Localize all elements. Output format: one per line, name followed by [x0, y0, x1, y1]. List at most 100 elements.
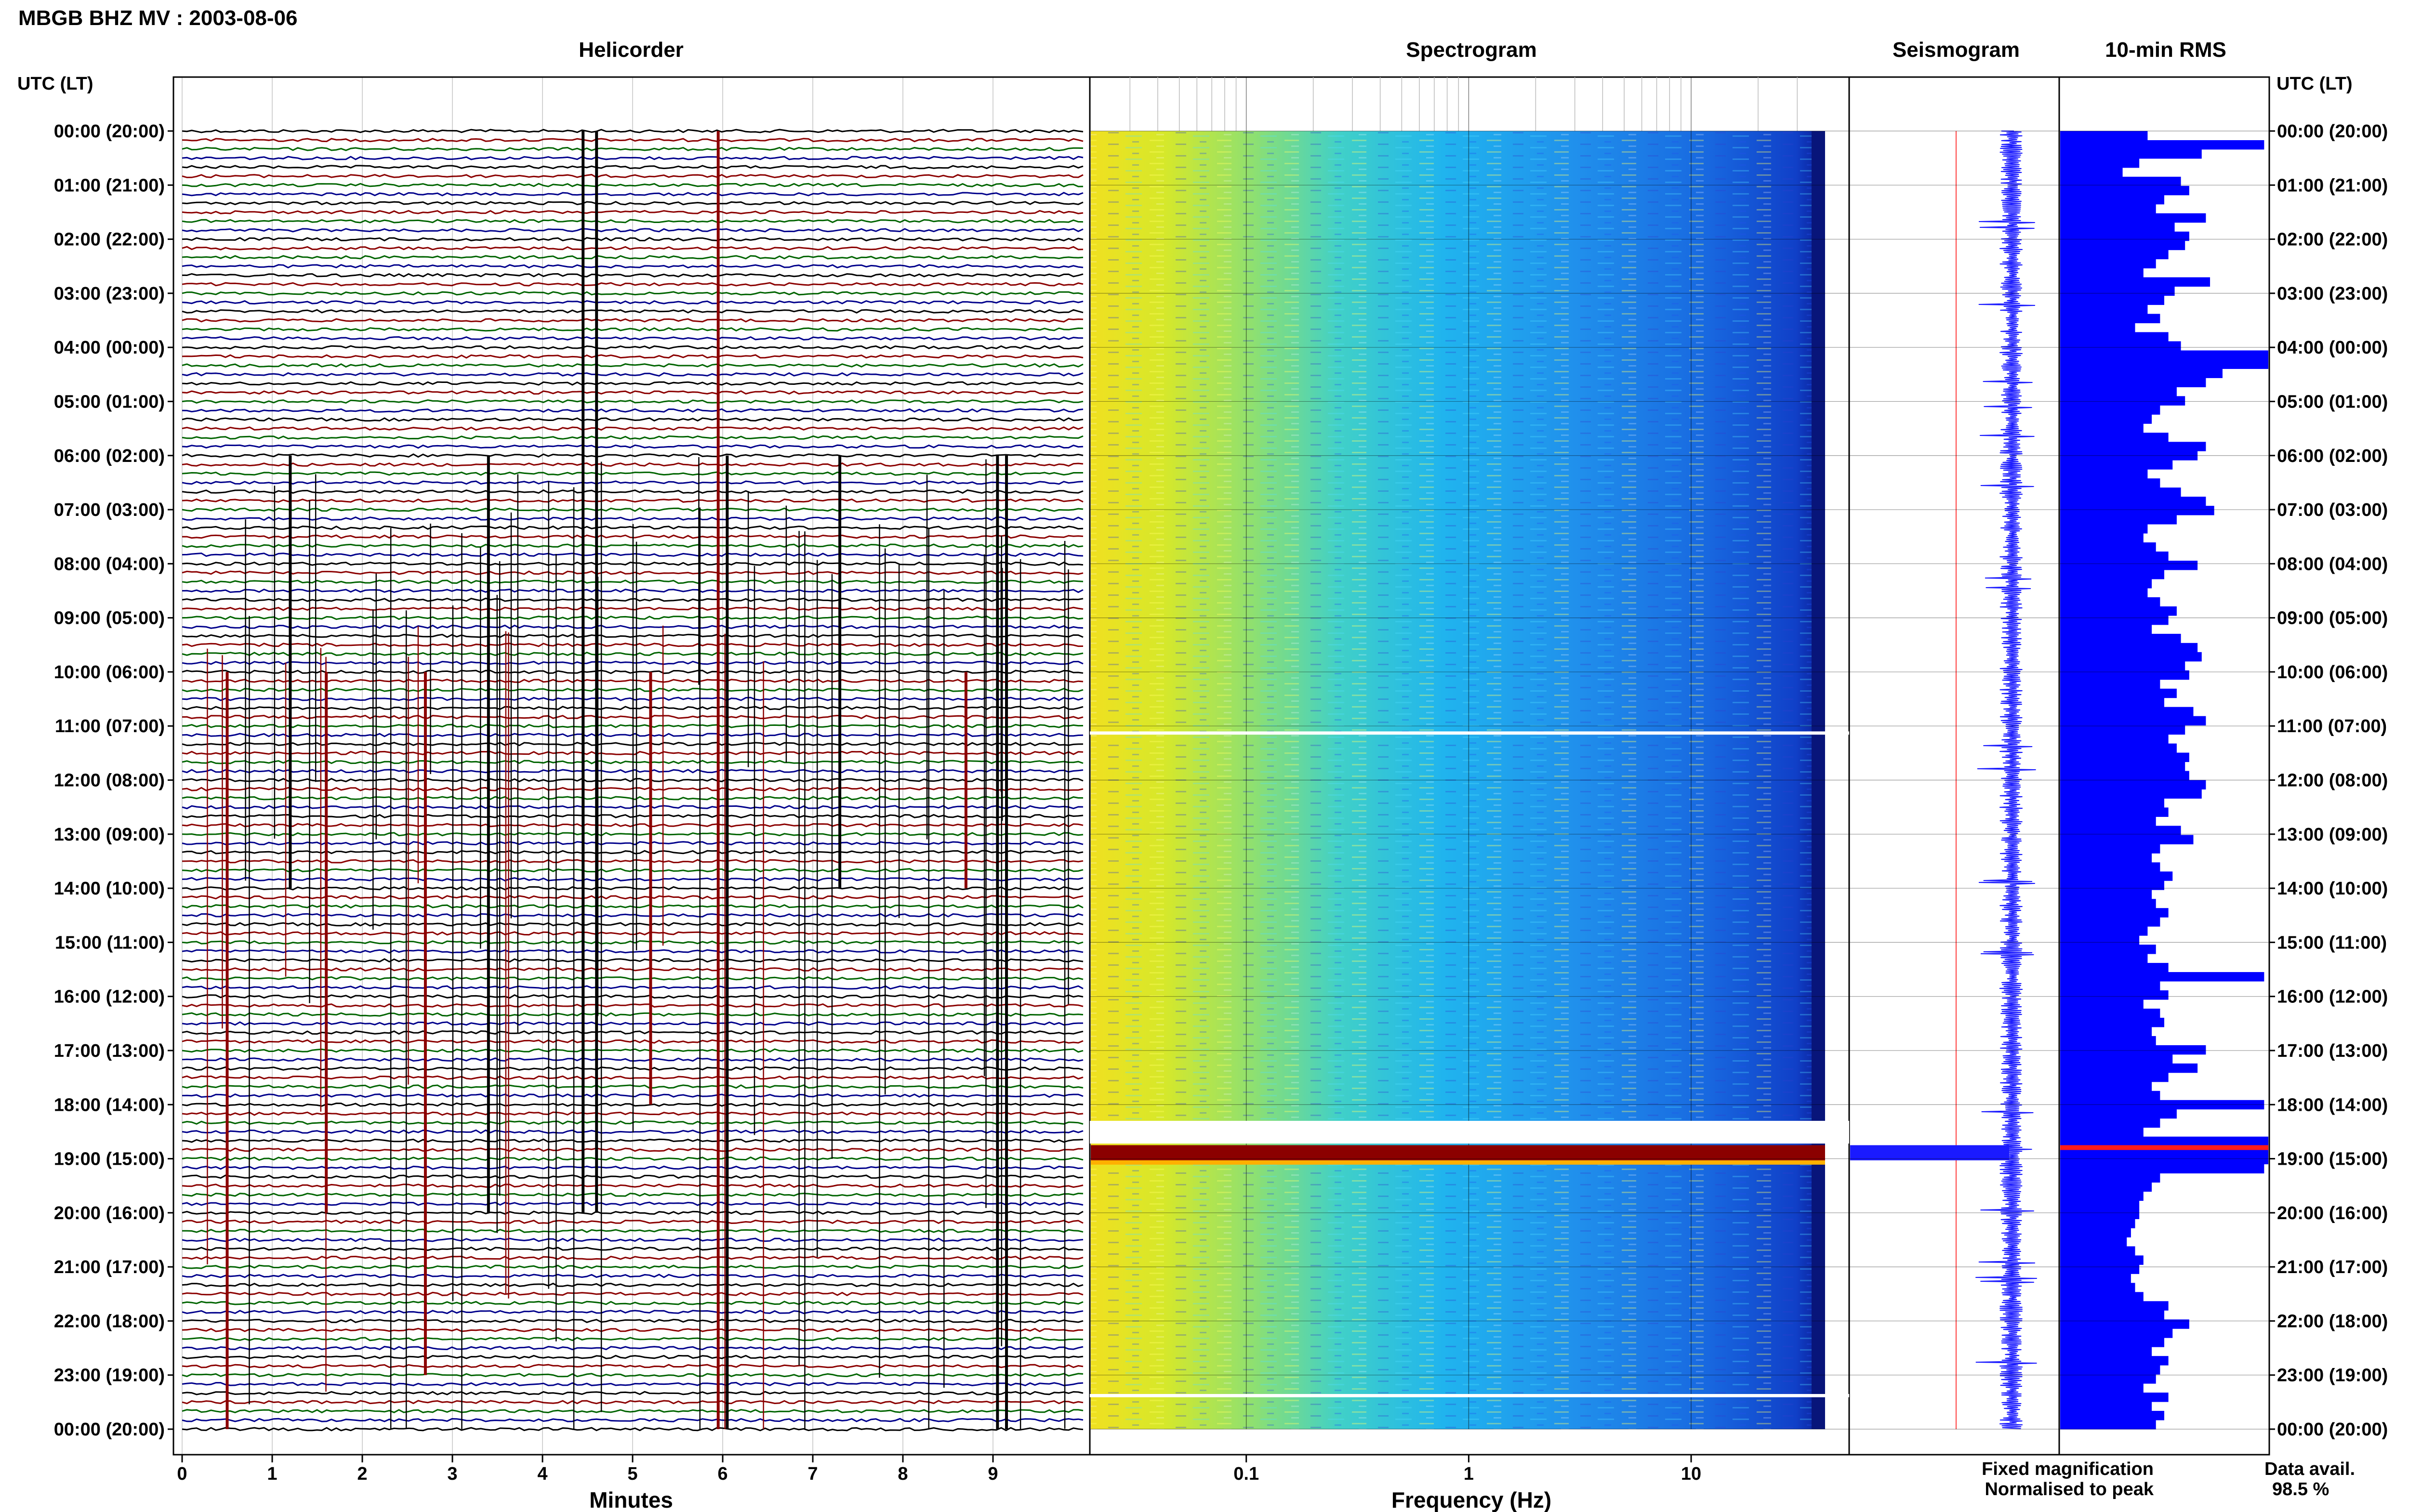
- rms-bar: [2060, 423, 2144, 433]
- helicorder-event-spike: [595, 131, 598, 1213]
- spectrogram-data-gap: [1090, 1120, 1849, 1144]
- helicorder-trace-line: [182, 1192, 1084, 1197]
- helicorder-trace-line: [182, 444, 1084, 449]
- data-availability-value: 98.5 %: [2272, 1479, 2329, 1499]
- helicorder-trace-line: [182, 174, 1084, 179]
- panel-title-helicorder: Helicorder: [579, 38, 684, 62]
- rms-bar: [2060, 433, 2169, 442]
- helicorder-trace-line: [182, 453, 1084, 458]
- helicorder-trace-line: [182, 507, 1084, 512]
- helicorder-trace-line: [182, 1237, 1084, 1242]
- rms-bar: [2060, 1173, 2160, 1183]
- rms-bar: [2060, 899, 2156, 908]
- helicorder-trace-line: [182, 129, 1084, 133]
- rms-bar: [2060, 185, 2189, 196]
- rms-bar: [2060, 1237, 2127, 1247]
- rms-bar: [2060, 552, 2169, 561]
- helicorder-trace-line: [182, 1364, 1084, 1368]
- helicorder-trace-line: [182, 1228, 1084, 1233]
- rms-bar: [2060, 652, 2202, 662]
- rms-bar: [2060, 368, 2223, 378]
- helicorder-trace-line: [182, 354, 1084, 359]
- rms-bar: [2060, 881, 2164, 890]
- spectrogram-event-band: [1091, 1145, 1825, 1160]
- rms-bar: [2060, 497, 2206, 506]
- rms-bar: [2060, 743, 2177, 753]
- rms-bar: [2060, 816, 2156, 826]
- rms-bar: [2060, 1008, 2160, 1018]
- minute-tick-label: 8: [898, 1464, 908, 1484]
- rms-bar: [2060, 1164, 2264, 1174]
- time-tick-label-right: 04:00 (00:00): [2277, 338, 2388, 358]
- minute-tick-label: 7: [807, 1464, 818, 1484]
- helicorder-trace-line: [182, 219, 1084, 224]
- rms-bar: [2060, 1274, 2131, 1283]
- time-tick-label-left: 08:00 (04:00): [54, 554, 165, 574]
- rms-bar: [2060, 295, 2164, 305]
- time-tick-label-right: 12:00 (08:00): [2277, 771, 2388, 791]
- spectrogram-texture: [1091, 131, 1825, 1429]
- helicorder-event-spike: [716, 131, 720, 1429]
- rms-bar: [2060, 853, 2152, 863]
- helicorder-trace-line: [182, 1409, 1084, 1414]
- helicorder-trace-line: [182, 1418, 1084, 1422]
- helicorder-event-spike: [1005, 455, 1008, 1429]
- time-tick-label-left: 12:00 (08:00): [54, 771, 165, 791]
- time-tick-label-right: 01:00 (21:00): [2277, 175, 2388, 196]
- rms-bar: [2060, 697, 2164, 708]
- rms-bar: [2060, 268, 2144, 278]
- time-tick-label-left: 20:00 (16:00): [54, 1203, 165, 1223]
- rms-bar: [2060, 688, 2177, 698]
- minute-tick-label: 9: [988, 1464, 998, 1484]
- tick-labels: 0 1 2 3 4 5 6 7 8 9 0.1 1 10: [177, 77, 1701, 1484]
- rms-bar: [2060, 606, 2177, 616]
- rms-bar: [2060, 1383, 2144, 1393]
- rms-bar: [2060, 890, 2152, 899]
- helicorder-event-spike: [225, 671, 229, 1429]
- rms-bar: [2060, 679, 2160, 689]
- helicorder-trace-line: [182, 516, 1084, 521]
- minute-tick-label: 1: [267, 1464, 277, 1484]
- seismogram-trace: [1850, 131, 2037, 1429]
- helicorder-trace-line: [182, 300, 1084, 305]
- seismogram-event-burst: [1850, 1145, 2009, 1160]
- helicorder-event-spike: [424, 671, 427, 1375]
- helicorder-event-spike: [582, 131, 585, 1213]
- helicorder-trace-line: [182, 282, 1084, 287]
- rms-bar: [2060, 1063, 2198, 1073]
- rms-bar: [2060, 579, 2152, 589]
- time-tick-label-right: 05:00 (01:00): [2277, 392, 2388, 412]
- helicorder-trace-line: [182, 1373, 1084, 1378]
- rms-bar: [2060, 304, 2148, 315]
- rms-bar: [2060, 981, 2160, 991]
- rms-bar: [2060, 1283, 2135, 1292]
- rms-bar: [2060, 323, 2135, 333]
- spectrogram-data-gap: [1090, 731, 1849, 735]
- rms-bar: [2060, 1264, 2140, 1274]
- rms-bar: [2060, 1310, 2164, 1320]
- rms-bar: [2060, 176, 2181, 186]
- rms-bar: [2060, 597, 2160, 607]
- rms-bar: [2060, 1210, 2140, 1219]
- helicorder-trace-line: [182, 1346, 1084, 1351]
- helicorder-trace-line: [182, 435, 1084, 440]
- time-tick-label-right: 19:00 (15:00): [2277, 1149, 2388, 1170]
- helicorder-event-spike: [649, 671, 652, 1105]
- rms-bar: [2060, 1219, 2135, 1228]
- helicorder-trace-line: [182, 498, 1084, 503]
- helicorder-trace-line: [182, 1282, 1084, 1288]
- helicorder-trace-line: [182, 489, 1084, 494]
- time-tick-label-right: 21:00 (17:00): [2277, 1257, 2388, 1277]
- rms-bar: [2060, 414, 2152, 424]
- helicorder-trace-line: [182, 462, 1084, 467]
- time-tick-label-right: 10:00 (06:00): [2277, 662, 2388, 683]
- helicorder-trace-line: [182, 1247, 1084, 1251]
- rms-bar: [2060, 350, 2268, 360]
- rms-bar: [2060, 670, 2189, 680]
- time-tick-label-left: 17:00 (13:00): [54, 1041, 165, 1061]
- helicorder-trace-line: [182, 417, 1084, 422]
- helicorder-trace-line: [182, 210, 1084, 214]
- time-tick-label-left: 21:00 (17:00): [54, 1257, 165, 1277]
- rms-bar: [2060, 487, 2181, 497]
- rms-bar: [2060, 387, 2177, 396]
